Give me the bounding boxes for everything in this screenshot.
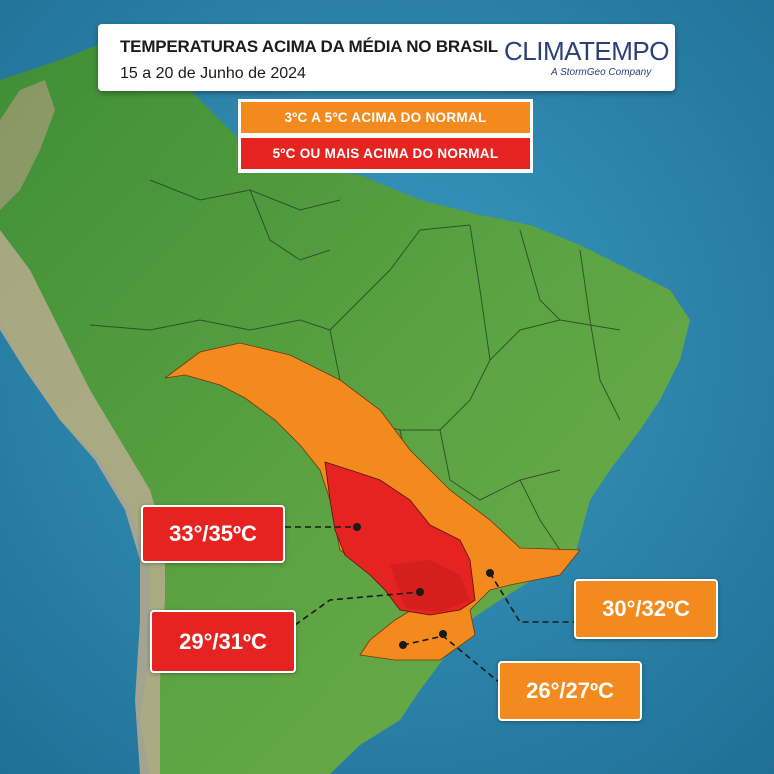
temp-label-29-31: 29°/31ºC: [150, 610, 296, 673]
temp-label-30-32: 30°/32ºC: [574, 579, 718, 639]
header-box: TEMPERATURAS ACIMA DA MÉDIA NO BRASIL 15…: [98, 24, 675, 91]
brand-logo: CLIMATEMPO: [504, 36, 669, 66]
state-borders: [89, 179, 621, 551]
temp-label-33-35: 33°/35ºC: [141, 505, 285, 563]
brand-tagline: A StormGeo Company: [551, 67, 652, 78]
legend-item-orange: 3ºC A 5ºC ACIMA DO NORMAL: [241, 102, 530, 133]
temp-label-26-27: 26°/27ºC: [498, 661, 642, 721]
location-dots: [353, 523, 494, 649]
page-subtitle: 15 a 20 de Junho de 2024: [120, 65, 306, 82]
anomaly-zone-darkred: [390, 560, 470, 612]
legend: 3ºC A 5ºC ACIMA DO NORMAL 5ºC OU MAIS AC…: [238, 99, 533, 173]
andes-mountains: [0, 230, 165, 774]
andes-north: [0, 80, 55, 210]
legend-item-red: 5ºC OU MAIS ACIMA DO NORMAL: [241, 138, 530, 169]
page-title: TEMPERATURAS ACIMA DA MÉDIA NO BRASIL: [120, 37, 498, 56]
